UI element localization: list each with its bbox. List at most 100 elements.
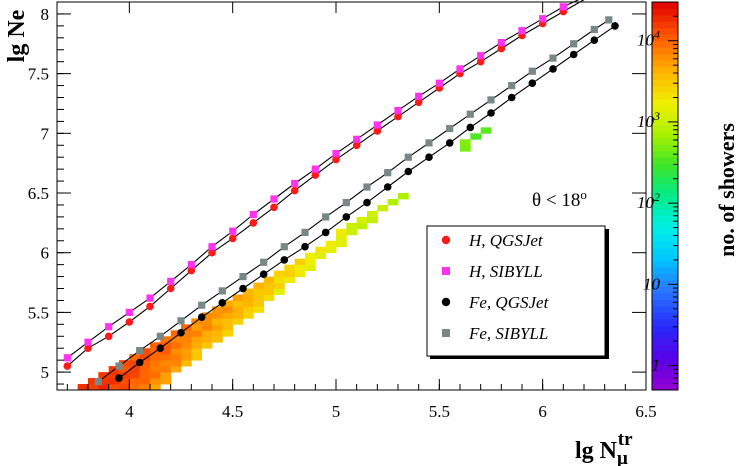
- plot-frame: [56, 1, 647, 391]
- colorbar-segment: [652, 364, 678, 372]
- colorbar-segment: [652, 92, 678, 100]
- profile-marker: [383, 183, 392, 191]
- profile-marker: [456, 65, 464, 73]
- colorbar-segment: [652, 137, 678, 145]
- histogram-cell: [119, 372, 130, 379]
- colorbar-frame: [651, 1, 679, 391]
- colorbar-segment: [652, 196, 678, 203]
- profile-marker: [104, 332, 113, 341]
- histogram-cell: [88, 378, 99, 385]
- plot-area: [63, 0, 619, 391]
- profile-markers: [63, 3, 619, 386]
- profile-marker: [156, 344, 165, 353]
- x-tick-label: 6.5: [635, 402, 656, 421]
- histogram-cell: [315, 252, 327, 260]
- profile-marker: [497, 44, 506, 53]
- profile-marker: [187, 261, 195, 269]
- profile-marker: [332, 150, 340, 158]
- colorbar-segment: [652, 305, 678, 313]
- colorbar-tick-label: 103: [637, 109, 660, 131]
- colorbar-segment: [652, 8, 678, 16]
- profile-marker: [466, 123, 475, 132]
- colorbar-segment: [652, 66, 678, 74]
- profile-marker: [373, 127, 382, 135]
- colorbar-segment: [652, 273, 678, 281]
- legend-shadow-bottom: [430, 356, 609, 359]
- colorbar-segment: [652, 247, 678, 255]
- histogram-cell: [191, 324, 203, 331]
- x-axis: 4 4.5 5 5.5 6 6.5: [66, 2, 657, 421]
- colorbar-segment: [652, 267, 678, 275]
- histogram-cell: [367, 216, 378, 224]
- legend-label: H, SIBYLL: [468, 262, 543, 281]
- x-axis-title: lg Nμtr: [575, 429, 633, 466]
- profile-marker: [270, 203, 278, 212]
- histogram-cell: [181, 348, 192, 355]
- profile-marker: [125, 308, 133, 316]
- profile-marker: [177, 317, 185, 325]
- histogram-cell: [212, 324, 223, 331]
- colorbar-segment: [652, 118, 678, 126]
- colorbar-segment: [652, 73, 678, 81]
- histogram-cell: [170, 360, 182, 367]
- histogram-cell: [284, 264, 296, 272]
- x-tick-label: 4.5: [222, 402, 243, 421]
- profile-marker: [63, 362, 72, 370]
- profile-marker: [301, 242, 309, 251]
- histogram-cell: [222, 330, 234, 337]
- histogram-cell: [150, 372, 161, 379]
- colorbar-segment: [652, 40, 678, 48]
- histogram-cell: [170, 354, 182, 361]
- profile-marker: [198, 301, 206, 309]
- profile-marker: [528, 79, 537, 87]
- histogram-cell: [336, 234, 347, 242]
- profile-marker: [518, 27, 526, 35]
- histogram-cell: [170, 366, 182, 373]
- profile-marker: [404, 167, 413, 176]
- colorbar-segment: [652, 111, 678, 119]
- x-axis-title-sup: tr: [618, 429, 633, 450]
- profile-marker: [549, 54, 557, 62]
- colorbar-segment: [652, 280, 678, 288]
- histogram-cell: [253, 288, 265, 295]
- profile-marker: [229, 227, 237, 235]
- histogram-cell: [232, 300, 244, 307]
- profile-marker: [249, 219, 258, 227]
- histogram-cell: [170, 336, 182, 343]
- profile-marker: [539, 15, 547, 23]
- colorbar-segment: [652, 228, 678, 236]
- colorbar-title: no. of showers: [714, 123, 739, 257]
- histogram-cell: [201, 318, 213, 325]
- histogram-cell: [253, 282, 265, 289]
- histogram-cell: [119, 360, 130, 367]
- histogram-cell: [232, 312, 244, 319]
- colorbar-segment: [652, 150, 678, 158]
- histogram-cell: [294, 264, 306, 272]
- histogram-cell: [387, 198, 399, 206]
- colorbar-segment: [652, 331, 678, 339]
- legend-label: Fe, QGSJet: [468, 293, 550, 312]
- colorbar-tick-label: 10: [643, 274, 661, 293]
- histogram-cell: [191, 330, 203, 337]
- profile-marker: [590, 36, 599, 44]
- profile-marker: [177, 328, 185, 337]
- histogram-cell: [201, 312, 213, 319]
- profile-marker: [63, 354, 71, 362]
- colorbar-segment: [652, 21, 678, 29]
- histogram-cell: [356, 222, 368, 230]
- histogram-cell: [243, 294, 254, 301]
- histogram-cell: [181, 360, 192, 367]
- histogram-cell: [129, 360, 141, 367]
- histogram-cell: [119, 384, 130, 391]
- profile-marker: [332, 155, 340, 164]
- histogram-cell: [222, 312, 234, 319]
- colorbar-segment: [652, 312, 678, 320]
- colorbar-segment: [652, 208, 678, 216]
- legend-label: H, QGSJet: [468, 231, 544, 250]
- histogram-cell: [160, 378, 172, 385]
- profile-marker: [559, 3, 567, 11]
- profile-marker: [590, 25, 598, 34]
- profile-marker: [507, 93, 516, 102]
- histogram-cells: [77, 127, 492, 391]
- histogram-cell: [356, 216, 368, 224]
